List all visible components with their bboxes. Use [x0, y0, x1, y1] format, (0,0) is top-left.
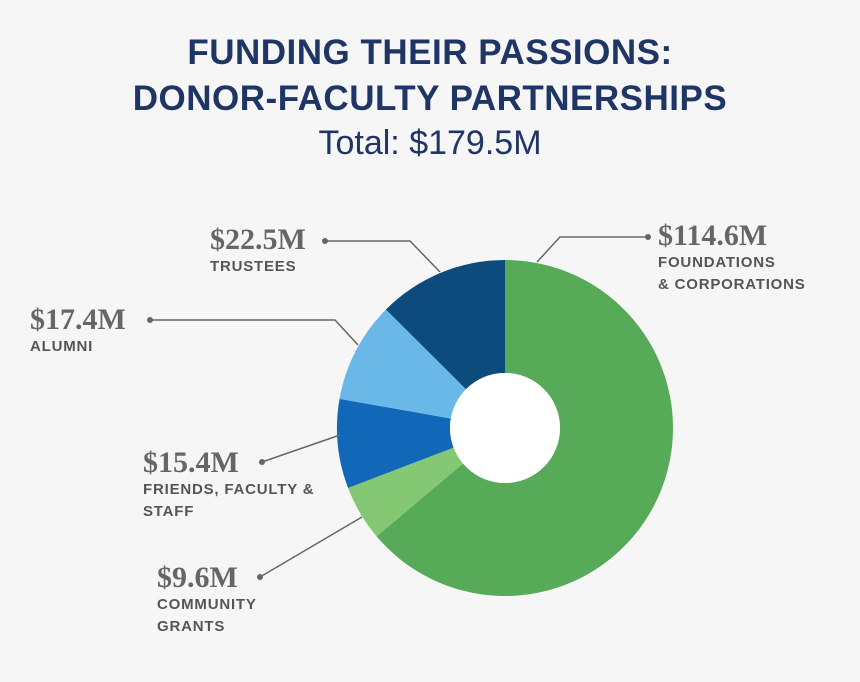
value-label: $17.4M [30, 303, 126, 336]
value-label: $9.6M [157, 561, 238, 594]
leader-line [536, 236, 648, 263]
donut-slice [337, 398, 454, 488]
leader-line [325, 240, 441, 273]
value-label: $22.5M [210, 223, 306, 256]
leader-dot [322, 238, 328, 244]
chart-title: FUNDING THEIR PASSIONS: DONOR-FACULTY PA… [132, 33, 728, 118]
category-label: TRUSTEES [210, 258, 297, 275]
donut-slice [376, 260, 674, 596]
value-label: $114.6M [658, 219, 768, 252]
donut-slice [385, 260, 505, 390]
leader-line [259, 516, 363, 578]
chart-subtitle: Total: $179.5M [318, 124, 542, 162]
donut-slice [348, 447, 463, 537]
donut-slice [339, 309, 467, 419]
leader-dot [147, 317, 153, 323]
category-label: COMMUNITY GRANTS [157, 596, 257, 635]
slice-label: $22.5M TRUSTEES [210, 224, 306, 278]
category-label: FRIENDS, FACULTY & STAFF [143, 481, 315, 520]
leader-dot [645, 234, 651, 240]
slice-label: $17.4M ALUMNI [30, 304, 126, 358]
leader-line [261, 434, 341, 463]
leader-line [150, 319, 359, 346]
leader-dot [257, 574, 263, 580]
category-label: FOUNDATIONS & CORPORATIONS [658, 254, 806, 293]
slice-label: $114.6M FOUNDATIONS & CORPORATIONS [658, 220, 806, 296]
slice-label: $9.6M COMMUNITY GRANTS [157, 562, 257, 638]
slice-label: $15.4M FRIENDS, FACULTY & STAFF [143, 447, 314, 523]
leader-dot [259, 459, 265, 465]
value-label: $15.4M [143, 446, 239, 479]
category-label: ALUMNI [30, 338, 94, 355]
donut-hole [450, 373, 560, 483]
